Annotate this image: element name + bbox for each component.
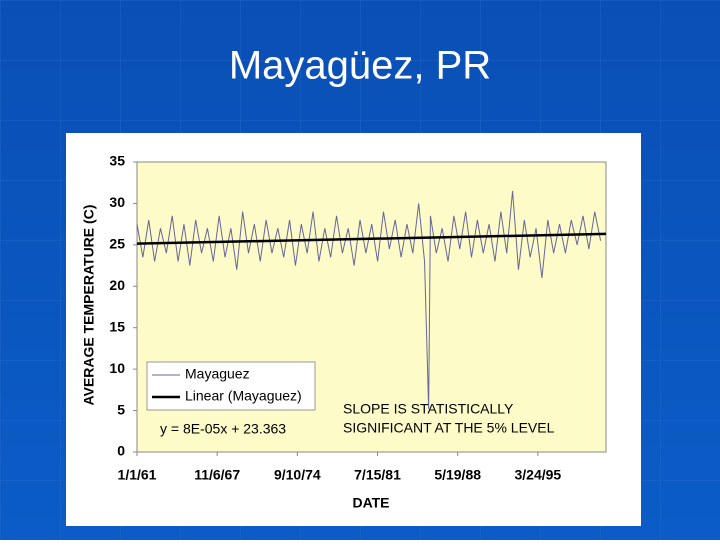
y-axis-label: AVERAGE TEMPERATURE (C) — [81, 205, 97, 406]
y-tick-label: 35 — [109, 153, 125, 169]
legend-label: Mayaguez — [185, 366, 250, 382]
x-axis-label: DATE — [352, 495, 389, 511]
y-tick-label: 5 — [117, 401, 125, 417]
x-tick-label: 3/24/95 — [514, 467, 561, 483]
y-tick-label: 0 — [117, 443, 125, 459]
y-tick-label: 20 — [109, 277, 125, 293]
legend: Mayaguez Linear (Mayaguez) — [146, 361, 316, 411]
x-tick-label: 11/6/67 — [194, 467, 240, 483]
annotation: SIGNIFICANT AT THE 5% LEVEL — [343, 420, 555, 436]
slide-title: Mayagüez, PR — [229, 44, 491, 88]
x-tick-label: 7/15/81 — [354, 467, 401, 483]
x-tick-label: 5/19/88 — [434, 467, 481, 483]
y-tick-label: 25 — [109, 236, 125, 252]
trend-line — [136, 232, 607, 245]
legend-label: Linear (Mayaguez) — [185, 388, 302, 404]
y-tick-label: 30 — [109, 194, 125, 210]
x-tick-label: 9/10/74 — [274, 467, 321, 483]
x-tick-label: 1/1/61 — [118, 467, 157, 483]
equation: y = 8E-05x + 23.363 — [160, 421, 286, 437]
y-tick-label: 10 — [109, 360, 125, 376]
legend-box — [146, 361, 316, 411]
y-tick-label: 15 — [109, 318, 125, 334]
